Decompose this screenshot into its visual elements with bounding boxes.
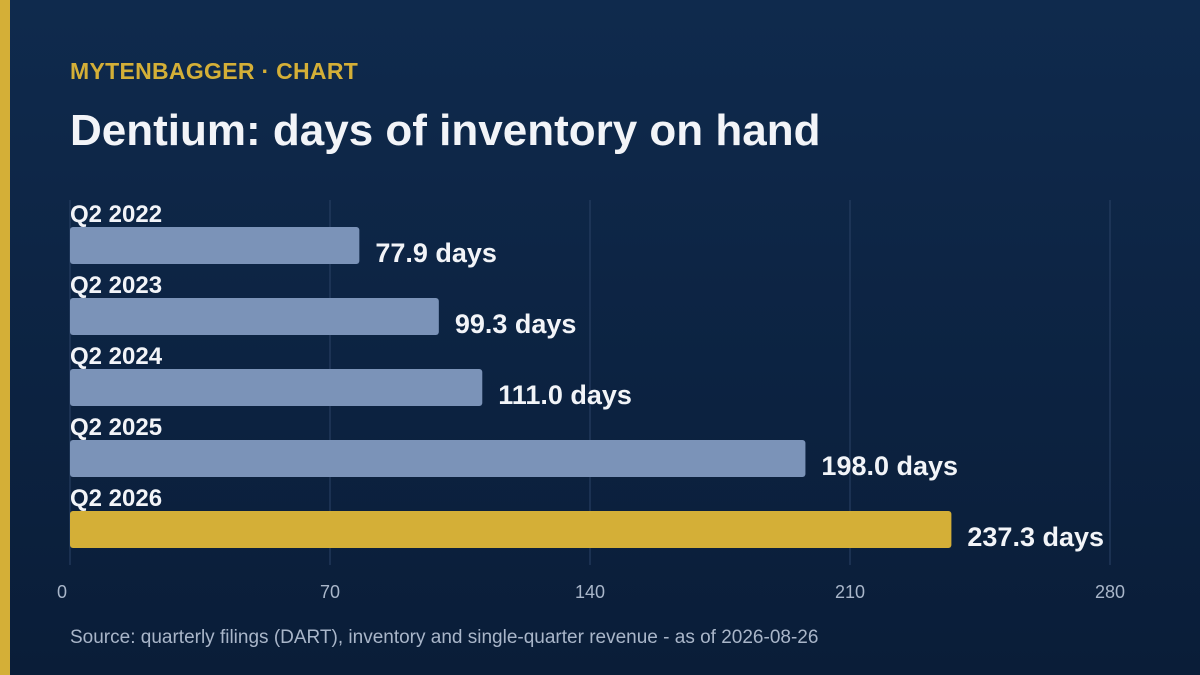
value-label: 198.0 days (821, 451, 958, 481)
x-tick-label: 0 (57, 582, 67, 602)
category-label: Q2 2024 (70, 343, 163, 370)
category-label: Q2 2026 (70, 485, 162, 512)
value-label: 237.3 days (967, 522, 1104, 552)
chart-title: Dentium: days of inventory on hand (70, 106, 821, 155)
bar (70, 227, 360, 264)
bar (70, 298, 439, 335)
value-label: 111.0 days (498, 380, 632, 410)
category-label: Q2 2022 (70, 201, 162, 228)
value-label: 99.3 days (455, 309, 577, 339)
bar (70, 440, 806, 477)
bar-highlight (70, 511, 952, 548)
x-tick-label: 70 (320, 582, 340, 602)
x-tick-label: 280 (1095, 582, 1125, 602)
x-tick-label: 210 (835, 582, 865, 602)
category-label: Q2 2025 (70, 414, 162, 441)
x-tick-label: 140 (575, 582, 605, 602)
value-label: 77.9 days (375, 238, 497, 268)
accent-bar (0, 0, 10, 675)
category-label: Q2 2023 (70, 272, 162, 299)
brand-label: MYTENBAGGER · CHART (70, 58, 359, 84)
bar (70, 369, 483, 406)
source-note: Source: quarterly filings (DART), invent… (70, 627, 819, 648)
bar-chart: 0 70 140 210 280 Q2 2022 77.9 days Q2 2023 99.3 … (57, 200, 1125, 602)
